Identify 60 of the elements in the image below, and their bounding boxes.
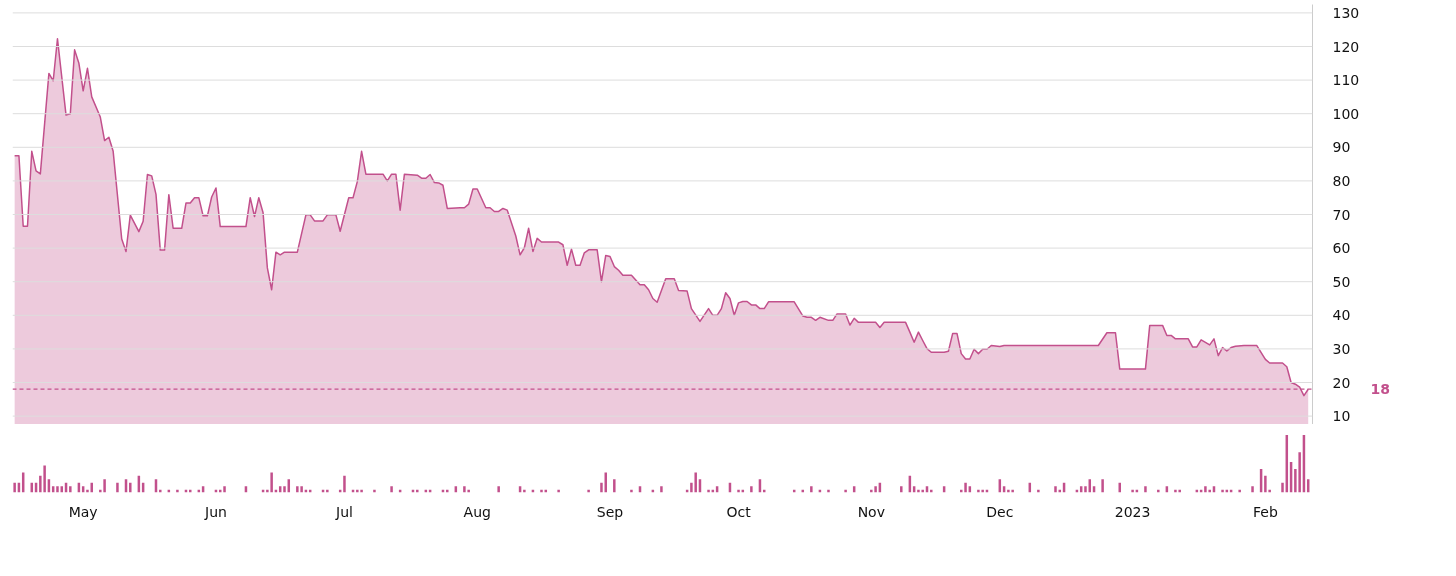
y-tick-label: 90 [1332,139,1351,156]
bar [343,475,346,493]
bar [129,482,132,493]
bar [964,482,967,493]
bar [613,479,616,493]
bar [1251,486,1254,493]
bar [1298,452,1301,493]
y-tick-label: 30 [1332,340,1351,357]
x-tick-label: Aug [463,503,491,520]
y-tick-label: 20 [1332,374,1351,391]
x-tick-label: 2023 [1114,503,1151,520]
bar [116,482,119,493]
y-tick-label: 100 [1332,105,1360,122]
x-tick-label: Oct [726,503,752,520]
y-tick-label: 80 [1332,172,1351,189]
bar [56,486,59,493]
x-tick-label: Dec [986,503,1014,520]
bar [13,482,16,493]
bar [283,486,286,493]
bar [390,486,393,493]
bar [69,486,72,493]
bar [103,479,106,493]
bar [463,486,466,493]
y-tick-label: 120 [1332,38,1360,55]
bar [90,482,93,493]
bar [604,472,607,493]
bar [750,486,753,493]
bar [1101,479,1104,493]
x-tick-label: Jul [335,503,353,520]
x-tick-label: Sep [596,503,624,520]
y-tick-label: 130 [1332,4,1360,21]
bar [1054,486,1057,493]
x-tick-label: May [68,503,98,520]
bar [270,472,273,493]
bar [1084,486,1087,493]
bar [223,486,226,493]
bar [900,486,903,493]
bar [1264,475,1267,493]
bar [694,472,697,493]
bar [810,486,813,493]
bar [1118,482,1121,493]
ref-line-label: 18 [1370,381,1390,398]
bar [43,465,46,493]
y-tick-label: 40 [1332,307,1351,324]
bar [1204,486,1207,493]
x-tick-label: Feb [1252,503,1278,520]
x-tick-label: Jun [204,503,227,520]
bar [874,486,877,493]
y-tick-label: 60 [1332,240,1351,257]
y-tick-label: 50 [1332,273,1351,290]
y-tick-label: 10 [1332,408,1351,425]
y-tick-label: 110 [1332,72,1360,89]
bar [1144,486,1147,493]
y-tick-label: 70 [1332,206,1351,223]
bar [300,486,303,493]
bar [296,486,299,493]
bar [497,486,500,493]
bar [1281,482,1284,493]
bar [660,486,663,493]
x-tick-label: Nov [857,503,885,520]
